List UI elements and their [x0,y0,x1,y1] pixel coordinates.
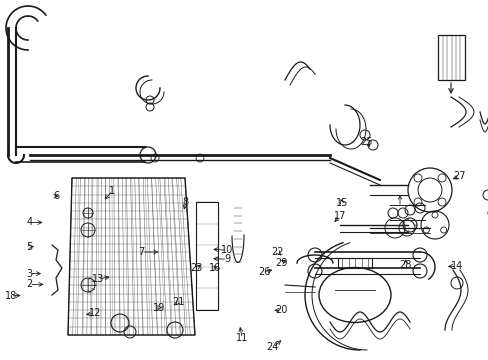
Text: 18: 18 [4,291,17,301]
Text: 22: 22 [271,247,284,257]
Text: 4: 4 [26,217,32,228]
Text: 29: 29 [274,258,287,268]
Text: 5: 5 [26,242,32,252]
Text: 21: 21 [172,297,184,307]
Bar [437,35,464,80]
Text: 17: 17 [333,211,346,221]
Text: 8: 8 [183,197,188,207]
Text: 2: 2 [26,279,32,289]
Text: 23: 23 [190,263,203,273]
Text: 6: 6 [53,191,59,201]
Text: 19: 19 [152,303,165,313]
Text: 10: 10 [221,245,233,255]
Text: 15: 15 [335,198,348,208]
Text: 13: 13 [91,274,104,284]
Text: 28: 28 [399,260,411,270]
Text: 12: 12 [89,308,102,318]
Text: 16: 16 [208,263,221,273]
Text: 25: 25 [360,137,372,147]
Text: 26: 26 [257,267,270,277]
Text: 3: 3 [26,269,32,279]
Text: 7: 7 [139,247,144,257]
Text: 20: 20 [274,305,287,315]
Text: 27: 27 [452,171,465,181]
Text: 24: 24 [266,342,279,352]
Text: 1: 1 [109,186,115,196]
Text: 11: 11 [235,333,248,343]
Text: 9: 9 [224,254,230,264]
Text: 14: 14 [450,261,463,271]
